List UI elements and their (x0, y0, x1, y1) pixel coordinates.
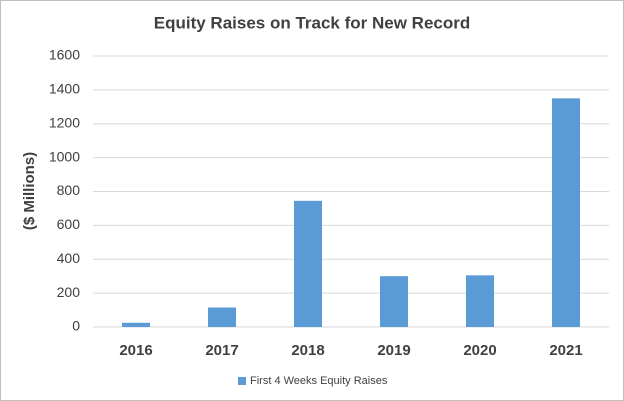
y-axis-label: ($ Millions) (21, 152, 38, 230)
x-tick-label: 2018 (291, 342, 324, 359)
y-tick-label: 800 (57, 182, 81, 198)
y-tick-label: 0 (72, 318, 80, 334)
x-tick-label: 2021 (549, 342, 582, 359)
bar (208, 307, 236, 327)
bar (466, 275, 494, 327)
y-tick-label: 600 (57, 216, 81, 232)
x-tick-label: 2016 (119, 342, 152, 359)
legend-swatch (238, 377, 246, 385)
y-tick-label: 400 (57, 250, 81, 266)
y-tick-label: 1400 (49, 81, 80, 97)
y-tick-label: 200 (57, 284, 81, 300)
y-tick-label: 1200 (49, 114, 80, 130)
bar (552, 98, 580, 327)
y-tick-label: 1000 (49, 148, 80, 164)
bar (294, 200, 322, 327)
bar (380, 276, 408, 327)
x-tick-label: 2019 (377, 342, 410, 359)
x-tick-label: 2017 (205, 342, 238, 359)
legend-label: First 4 Weeks Equity Raises (250, 375, 388, 387)
y-tick-label: 1600 (49, 47, 80, 63)
bar (122, 322, 150, 327)
chart-title: Equity Raises on Track for New Record (154, 13, 470, 32)
x-tick-label: 2020 (463, 342, 496, 359)
